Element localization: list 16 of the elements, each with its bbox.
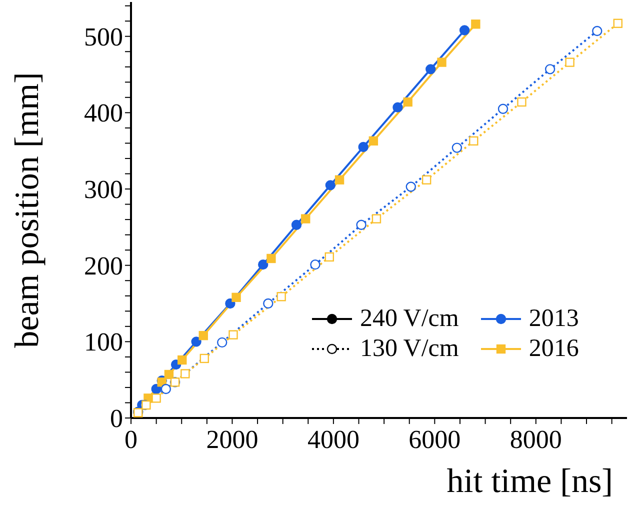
x-tick-label: 6000 (408, 425, 461, 454)
y-tick-label: 400 (84, 98, 123, 128)
annotation: 240 V/cm (360, 305, 459, 333)
x-tick-label: 4000 (307, 425, 360, 454)
y-tick-label: 300 (84, 175, 123, 204)
y-tick-label: 100 (84, 328, 123, 357)
y-tick-label: 200 (84, 251, 123, 280)
annotation: 130 V/cm (360, 335, 459, 363)
y-tick-label: 500 (84, 22, 123, 52)
x-axis-title: hit time [ns] (446, 463, 613, 500)
x-tick-label: 8000 (510, 425, 562, 454)
y-tick-label: 0 (110, 404, 123, 433)
legend-label: 2016 (528, 335, 579, 363)
x-tick-label: 2000 (206, 425, 258, 454)
y-axis-title: beam position [mm] (9, 72, 46, 348)
legend-label: 2013 (528, 305, 579, 333)
